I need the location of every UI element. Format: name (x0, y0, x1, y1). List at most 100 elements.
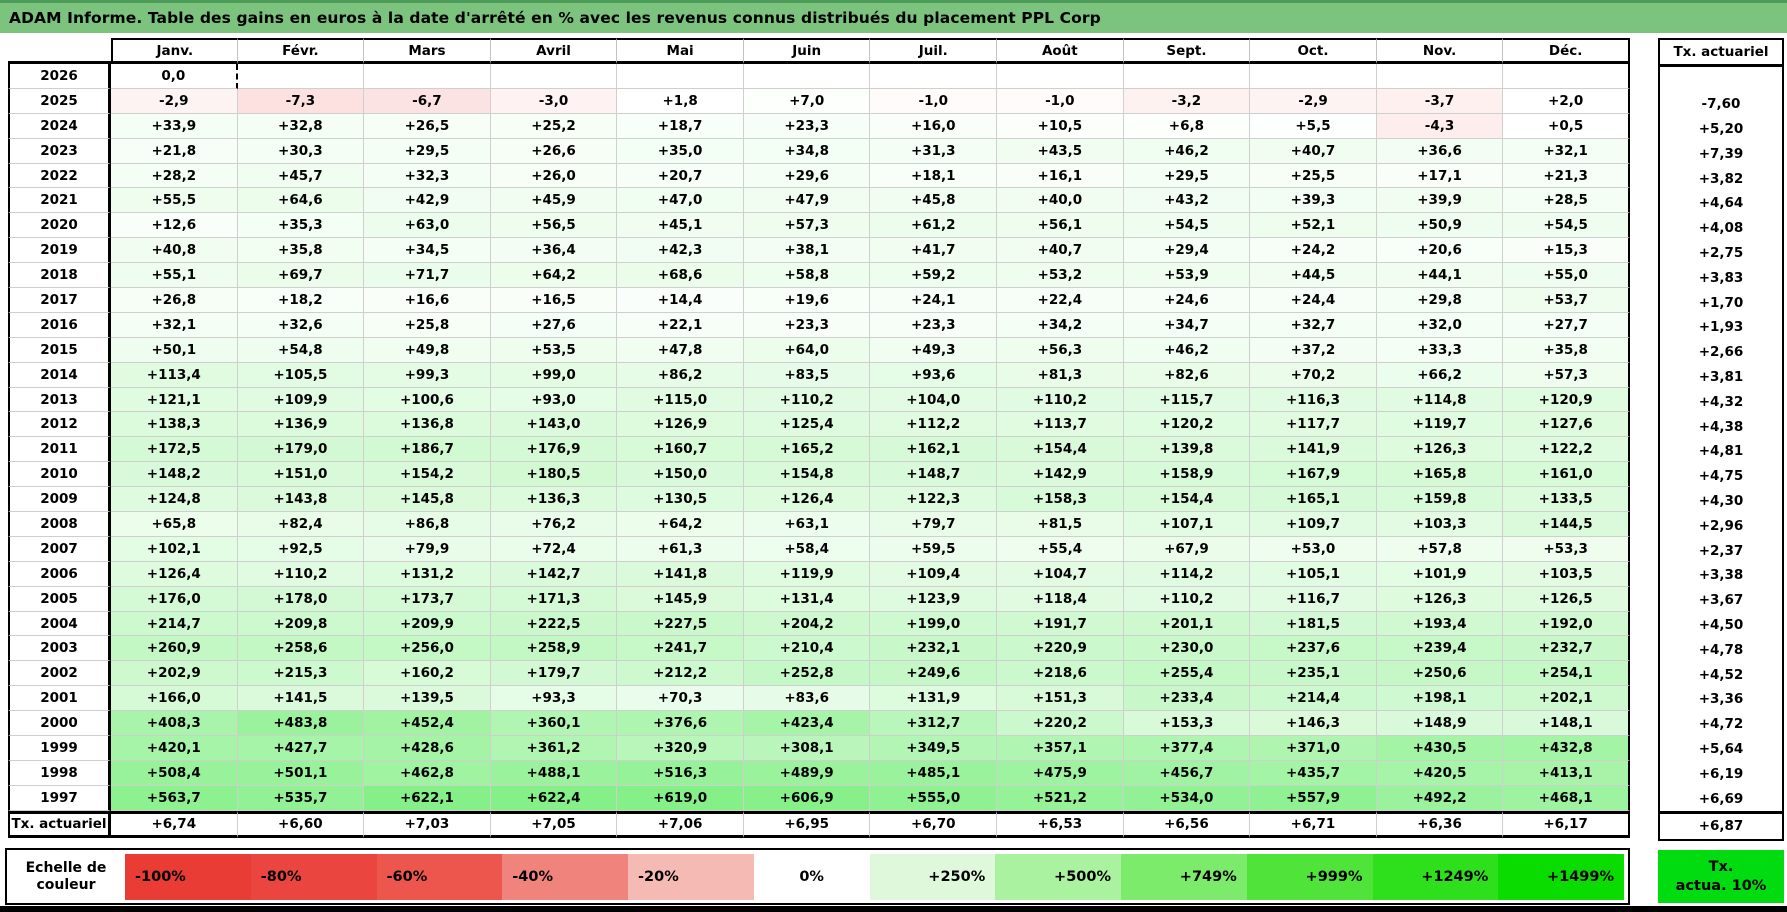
gain-cell[interactable]: +26,0 (490, 163, 618, 189)
tx-value-cell[interactable]: +2,96 (1698, 517, 1744, 534)
gain-cell[interactable]: +142,7 (490, 561, 618, 587)
year-label[interactable]: 2009 (8, 487, 111, 513)
footer-tx-cell[interactable]: +7,03 (364, 810, 491, 838)
gain-cell[interactable]: +181,5 (1250, 611, 1377, 637)
gain-cell[interactable]: +55,1 (111, 263, 238, 289)
gain-cell[interactable]: +46,2 (1123, 337, 1251, 363)
gain-cell[interactable]: +126,3 (1376, 586, 1504, 612)
year-label[interactable]: 2019 (8, 238, 111, 264)
gain-cell[interactable]: +120,2 (1123, 412, 1251, 438)
tx-value-cell[interactable]: +3,67 (1698, 592, 1744, 609)
footer-tx-cell[interactable]: +6,17 (1503, 810, 1630, 838)
gain-cell[interactable]: +145,8 (364, 487, 491, 513)
gain-cell[interactable]: +212,2 (617, 661, 744, 687)
gain-cell[interactable]: +485,1 (870, 760, 998, 786)
gain-cell[interactable] (870, 64, 998, 89)
gain-cell[interactable]: +40,7 (997, 238, 1124, 264)
gain-cell[interactable]: -3,0 (490, 88, 618, 114)
gain-cell[interactable]: +18,2 (237, 288, 365, 313)
gain-cell[interactable]: +376,6 (617, 711, 744, 737)
gain-cell[interactable]: +256,0 (364, 636, 491, 662)
gain-cell[interactable]: -3,7 (1376, 88, 1504, 114)
gain-cell[interactable]: +233,4 (1123, 686, 1251, 712)
gain-cell[interactable]: +10,5 (997, 113, 1124, 139)
year-label[interactable]: 1997 (8, 785, 111, 811)
gain-cell[interactable]: +26,6 (490, 138, 618, 164)
gain-cell[interactable]: +18,1 (870, 163, 998, 189)
gain-cell[interactable]: +99,3 (364, 362, 491, 388)
gain-cell[interactable]: +35,3 (237, 213, 365, 239)
year-label[interactable]: 2001 (8, 686, 111, 712)
gain-cell[interactable]: +114,2 (1123, 561, 1251, 587)
gain-cell[interactable]: +371,0 (1250, 736, 1377, 761)
gain-cell[interactable]: +70,3 (617, 686, 744, 712)
footer-tx-cell[interactable]: +6,53 (997, 810, 1124, 838)
gain-cell[interactable]: +112,2 (870, 412, 998, 438)
gain-cell[interactable]: +462,8 (364, 760, 491, 786)
month-header-cell[interactable]: Avril (490, 38, 618, 64)
gain-cell[interactable]: +619,0 (617, 785, 744, 811)
gain-cell[interactable]: +39,9 (1376, 188, 1504, 214)
gain-cell[interactable]: +16,6 (364, 288, 491, 313)
gain-cell[interactable]: +16,1 (997, 163, 1124, 189)
gain-cell[interactable]: +17,1 (1376, 163, 1504, 189)
gain-cell[interactable]: +67,9 (1123, 536, 1251, 562)
gain-cell[interactable]: +29,5 (364, 138, 491, 164)
gain-cell[interactable]: +158,3 (997, 487, 1124, 513)
gain-cell[interactable]: +53,0 (1250, 536, 1377, 562)
gain-cell[interactable]: +26,5 (364, 113, 491, 139)
gain-cell[interactable]: +32,7 (1250, 312, 1377, 338)
year-label[interactable]: 2013 (8, 387, 111, 413)
tx-value-cell[interactable]: +4,38 (1698, 418, 1744, 435)
gain-cell[interactable]: +172,5 (111, 437, 238, 463)
gain-cell[interactable]: +110,2 (237, 561, 365, 587)
gain-cell[interactable]: +162,1 (870, 437, 998, 463)
gain-cell[interactable]: +100,6 (364, 387, 491, 413)
gain-cell[interactable]: +430,5 (1376, 736, 1504, 761)
gain-cell[interactable]: +50,1 (111, 337, 238, 363)
gain-cell[interactable]: +33,9 (111, 113, 238, 139)
gain-cell[interactable]: +136,3 (490, 487, 618, 513)
gain-cell[interactable]: +32,1 (111, 312, 238, 338)
gain-cell[interactable]: +220,2 (997, 711, 1124, 737)
gain-cell[interactable]: +126,4 (111, 561, 238, 587)
gain-cell[interactable]: +534,0 (1123, 785, 1251, 811)
tx-value-cell[interactable]: +3,38 (1698, 567, 1744, 584)
year-label[interactable]: 2017 (8, 288, 111, 313)
gain-cell[interactable]: +76,2 (490, 512, 618, 537)
gain-cell[interactable]: +119,9 (743, 561, 871, 587)
gain-cell[interactable] (1376, 64, 1504, 89)
gain-cell[interactable]: +104,7 (997, 561, 1124, 587)
gain-cell[interactable]: +57,3 (743, 213, 871, 239)
gain-cell[interactable]: +79,9 (364, 536, 491, 562)
gain-cell[interactable]: +555,0 (870, 785, 998, 811)
gain-cell[interactable]: +255,4 (1123, 661, 1251, 687)
gain-cell[interactable]: +138,3 (111, 412, 238, 438)
gain-cell[interactable]: +69,7 (237, 263, 365, 289)
month-header-cell[interactable]: Mai (617, 38, 744, 64)
gain-cell[interactable]: +86,8 (364, 512, 491, 537)
gain-cell[interactable]: +45,1 (617, 213, 744, 239)
gain-cell[interactable]: +143,8 (237, 487, 365, 513)
gain-cell[interactable]: +12,6 (111, 213, 238, 239)
year-label[interactable]: 2005 (8, 586, 111, 612)
gain-cell[interactable]: +349,5 (870, 736, 998, 761)
year-label[interactable]: 2007 (8, 536, 111, 562)
gain-cell[interactable]: +65,8 (111, 512, 238, 537)
gain-cell[interactable]: +32,8 (237, 113, 365, 139)
gain-cell[interactable]: +179,7 (490, 661, 618, 687)
gain-cell[interactable]: +492,2 (1376, 785, 1504, 811)
year-label[interactable]: 2023 (8, 138, 111, 164)
gain-cell[interactable]: +1,8 (617, 88, 744, 114)
gain-cell[interactable]: +20,7 (617, 163, 744, 189)
gain-cell[interactable]: +58,8 (743, 263, 871, 289)
gain-cell[interactable]: +35,8 (237, 238, 365, 264)
year-label[interactable]: 2000 (8, 711, 111, 737)
gain-cell[interactable]: +139,5 (364, 686, 491, 712)
gain-cell[interactable]: +144,5 (1503, 512, 1630, 537)
gain-cell[interactable]: +35,0 (617, 138, 744, 164)
gain-cell[interactable]: +113,4 (111, 362, 238, 388)
footer-tx-cell[interactable]: +6,95 (743, 810, 871, 838)
gain-cell[interactable]: +44,5 (1250, 263, 1377, 289)
gain-cell[interactable]: +606,9 (743, 785, 871, 811)
